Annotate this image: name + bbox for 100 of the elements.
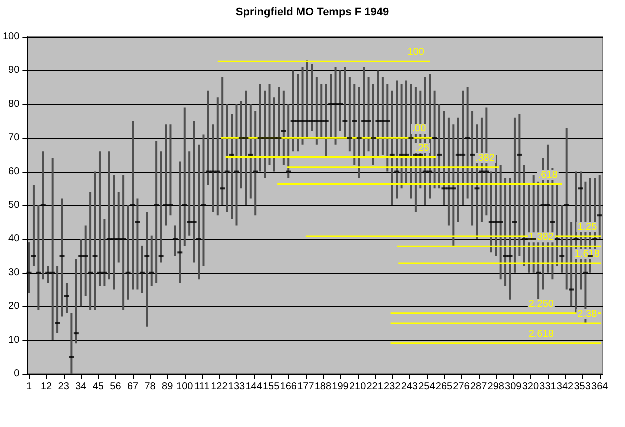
- chart-title: Springfield MO Temps F 1949: [236, 6, 390, 18]
- x-tick-label: 45: [92, 382, 104, 392]
- bar: [184, 108, 186, 246]
- x-tick-label: 342: [556, 382, 574, 392]
- bar: [363, 67, 366, 158]
- bar: [104, 218, 106, 286]
- x-tick-label: 111: [194, 382, 210, 392]
- bar: [348, 77, 351, 152]
- bar: [438, 104, 441, 189]
- x-tick-label: 309: [505, 382, 522, 392]
- bar: [278, 88, 280, 158]
- x-tick-label: 232: [384, 382, 402, 392]
- bar: [113, 175, 116, 290]
- x-tick-label: 199: [332, 382, 350, 392]
- bar: [292, 70, 294, 152]
- bar: [377, 70, 380, 158]
- bar: [311, 64, 314, 132]
- bar: [146, 212, 148, 327]
- bar: [70, 313, 73, 374]
- bar: [231, 114, 234, 219]
- bar: [368, 77, 370, 152]
- x-tick-label: 221: [366, 382, 384, 392]
- series-label: 2.618: [528, 328, 554, 340]
- bar: [504, 178, 507, 286]
- x-tick-label: 1: [26, 382, 32, 392]
- bar: [222, 77, 224, 206]
- bar: [316, 77, 318, 145]
- y-tick-label: 90: [8, 65, 20, 76]
- x-tick-label: 353: [574, 382, 592, 392]
- x-tick-label: 89: [162, 382, 174, 392]
- x-tick-label: 254: [418, 382, 436, 392]
- bar: [372, 84, 375, 166]
- series-label: .618: [538, 170, 558, 181]
- bar: [457, 118, 460, 222]
- y-tick-label: 60: [8, 166, 20, 178]
- x-tick-label: 243: [401, 382, 418, 392]
- y-tick-label: 20: [8, 301, 20, 312]
- bar: [288, 104, 290, 179]
- series-label: .382: [476, 152, 496, 164]
- bar: [136, 198, 139, 290]
- bar: [156, 141, 158, 284]
- bar: [179, 162, 182, 284]
- bar: [523, 165, 526, 266]
- y-tick-label: 50: [8, 200, 20, 211]
- series-label: 100: [408, 47, 425, 58]
- x-tick-label: 265: [436, 382, 454, 392]
- x-tick-label: 144: [246, 382, 263, 392]
- bar: [325, 84, 328, 158]
- x-tick-label: 320: [522, 382, 540, 392]
- bar: [330, 74, 332, 138]
- bar: [28, 242, 30, 294]
- bar: [509, 178, 512, 300]
- bar: [391, 90, 394, 206]
- bar: [302, 67, 304, 145]
- x-tick-label: 133: [228, 382, 246, 392]
- series-label: 2.250: [528, 298, 554, 310]
- bar: [198, 144, 200, 280]
- bar: [98, 152, 101, 286]
- bar: [259, 84, 262, 172]
- bar: [406, 80, 408, 186]
- bar: [75, 259, 78, 344]
- bar: [443, 111, 446, 206]
- bar: [202, 134, 205, 266]
- x-tick-label: 155: [262, 382, 280, 392]
- bar: [452, 124, 455, 246]
- y-tick-label: 80: [8, 98, 20, 110]
- bar: [188, 152, 191, 236]
- series-label: .25: [415, 142, 430, 154]
- bar: [396, 80, 398, 199]
- bar: [165, 124, 168, 226]
- x-tick-label: 34: [76, 382, 88, 392]
- bar: [264, 90, 266, 179]
- bar: [80, 239, 82, 307]
- bar: [282, 90, 285, 166]
- series-label: 2.38: [578, 308, 598, 320]
- x-tick-label: 100: [176, 382, 194, 392]
- series-label: 1.618: [574, 248, 600, 260]
- bar: [122, 175, 125, 310]
- bar: [500, 165, 502, 280]
- bar: [141, 246, 144, 294]
- bar: [66, 283, 68, 314]
- bar: [216, 98, 219, 216]
- x-tick-label: 67: [127, 382, 139, 392]
- bar: [174, 226, 176, 256]
- bar: [334, 67, 337, 145]
- y-tick-label: 100: [2, 32, 20, 42]
- bar: [344, 67, 346, 138]
- x-tick-label: 210: [349, 382, 367, 392]
- x-tick-label: 188: [314, 382, 332, 392]
- bar: [466, 88, 469, 199]
- bar: [448, 118, 450, 226]
- series-label: 1.382: [528, 232, 554, 244]
- bar: [160, 152, 162, 263]
- bar: [193, 121, 196, 263]
- x-tick-label: 331: [540, 382, 557, 392]
- x-tick-label: 122: [211, 382, 228, 392]
- bar: [598, 175, 601, 240]
- bar: [127, 206, 130, 300]
- x-tick-label: 23: [58, 382, 70, 392]
- x-tick-label: 166: [280, 382, 298, 392]
